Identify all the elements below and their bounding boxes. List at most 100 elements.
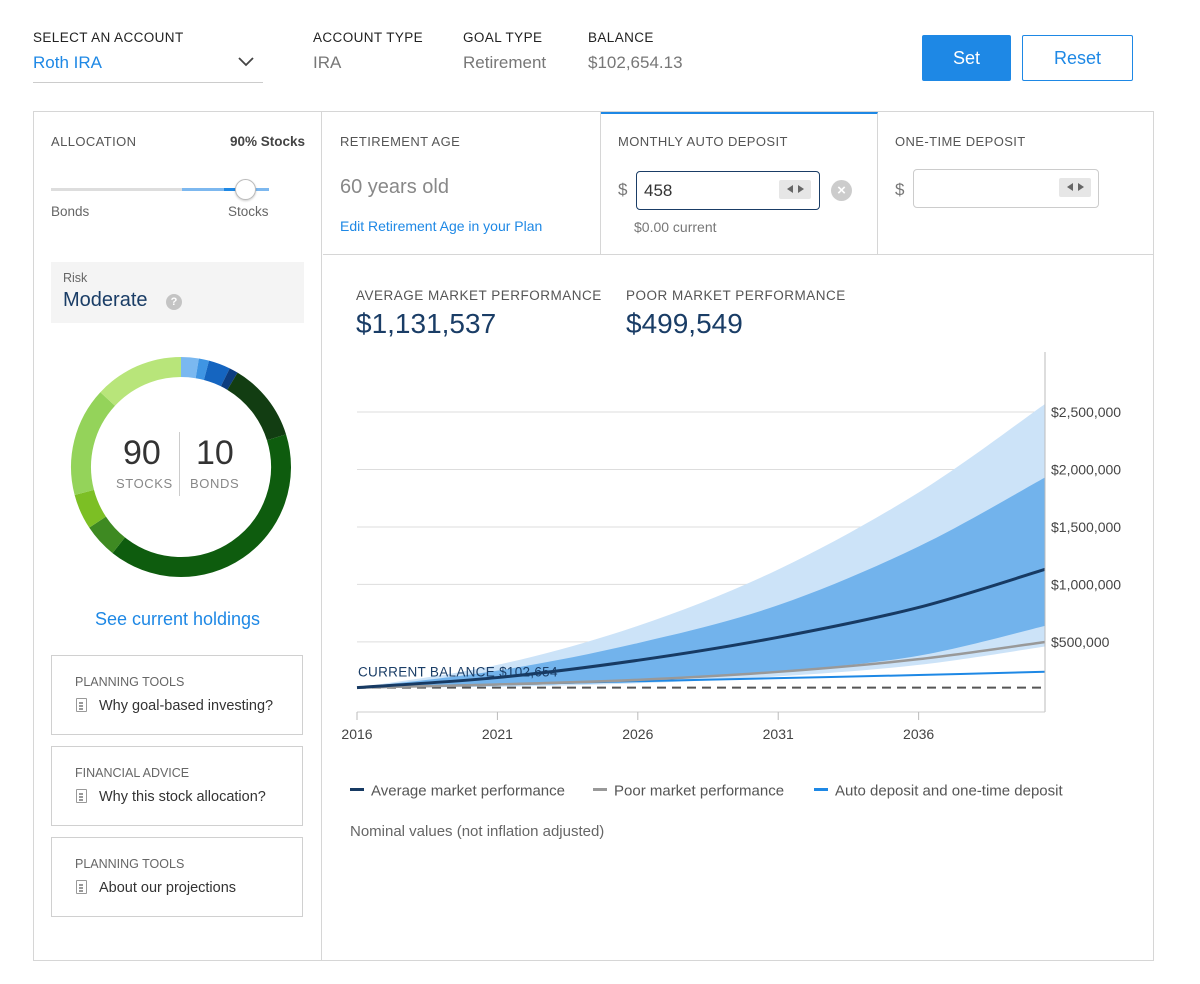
legend-item-average: Average market performance (350, 782, 565, 800)
tool-category: FINANCIAL ADVICE (75, 766, 190, 780)
tool-category: PLANNING TOOLS (75, 857, 185, 871)
series-line-0 (356, 567, 1046, 690)
donut-stocks-value: 90 (123, 434, 161, 472)
monthly-deposit-stepper[interactable] (779, 180, 811, 199)
see-current-holdings-link[interactable]: See current holdings (94, 609, 261, 629)
legend-swatch (593, 787, 607, 791)
financial-advice-card[interactable]: FINANCIAL ADVICE Why this stock allocati… (51, 746, 303, 826)
decrement-arrow-icon[interactable] (787, 185, 793, 193)
reset-button[interactable]: Reset (1022, 35, 1133, 81)
legend-item-poor: Poor market performance (593, 782, 784, 800)
decrement-arrow-icon[interactable] (1067, 183, 1073, 191)
allocation-slider-track[interactable] (51, 188, 269, 191)
legend-label: Average market performance (371, 782, 565, 800)
projections-card[interactable]: PLANNING TOOLS About our projections (51, 837, 303, 917)
currency-symbol: $ (618, 180, 628, 199)
account-type-label: ACCOUNT TYPE (313, 30, 424, 45)
risk-value: Moderate (63, 289, 148, 311)
x-tick-label: 2016 (341, 726, 372, 742)
risk-label: Risk (63, 271, 88, 285)
series-line-1 (356, 640, 1046, 689)
legend-item-deposit: Auto deposit and one-time deposit (814, 782, 1063, 800)
y-tick-label: $1,500,000 (1051, 519, 1121, 535)
donut-segment-5 (112, 434, 291, 577)
tool-title: Why this stock allocation? (99, 789, 266, 805)
average-performance-label: AVERAGE MARKET PERFORMANCE (356, 288, 602, 303)
set-button[interactable]: Set (922, 35, 1011, 81)
monthly-deposit-value: 458 (644, 181, 673, 200)
document-icon (76, 789, 87, 803)
increment-arrow-icon[interactable] (798, 185, 804, 193)
monthly-deposit-input[interactable]: 458 (636, 171, 820, 210)
x-tick-label: 2021 (482, 726, 513, 742)
legend-swatch (814, 787, 828, 791)
header: SELECT AN ACCOUNT Roth IRA ACCOUNT TYPE … (0, 0, 1200, 100)
retirement-age-value: 60 years old (340, 176, 449, 198)
document-icon (76, 698, 87, 712)
tool-title: Why goal-based investing? (99, 698, 274, 714)
chevron-down-icon (238, 57, 254, 67)
donut-segment-3 (220, 368, 238, 390)
average-performance-value: $1,131,537 (356, 308, 497, 339)
clear-icon[interactable]: × (831, 180, 852, 201)
donut-segment-4 (227, 372, 287, 441)
allocation-slider-fill-active (224, 188, 242, 191)
one-time-deposit-stepper[interactable] (1059, 178, 1091, 197)
donut-segment-7 (74, 489, 107, 528)
allocation-value: 90% Stocks (229, 134, 305, 149)
x-tick-label: 2026 (622, 726, 653, 742)
projection-chart: $500,000 $1,000,000 $1,500,000 $2,000,000 $2… (341, 352, 1121, 742)
allocation-label: ALLOCATION (51, 134, 137, 149)
one-time-deposit-cell: ONE-TIME DEPOSIT $ (878, 112, 1154, 255)
one-time-deposit-label: ONE-TIME DEPOSIT (895, 134, 1026, 149)
balance-value: $102,654.13 (588, 53, 683, 72)
tool-category: PLANNING TOOLS (75, 675, 185, 689)
balance-label: BALANCE (588, 30, 654, 45)
account-type-value: IRA (313, 53, 342, 72)
planning-tools-card[interactable]: PLANNING TOOLS Why goal-based investing? (51, 655, 303, 735)
donut-segment-9 (100, 357, 182, 407)
allocation-donut-chart (71, 357, 291, 577)
donut-segment-0 (180, 357, 199, 379)
donut-stocks-label: STOCKS (116, 476, 173, 491)
donut-divider (179, 432, 180, 496)
poor-performance-value: $499,549 (626, 308, 743, 339)
monthly-auto-deposit-label: MONTHLY AUTO DEPOSIT (618, 134, 788, 149)
allocation-slider-handle[interactable] (235, 179, 256, 200)
x-tick-label: 2036 (903, 726, 934, 742)
monthly-auto-deposit-cell: MONTHLY AUTO DEPOSIT $ 458 × $0.00 curre… (601, 112, 878, 255)
current-balance-label: CURRENT BALANCE $102,654 (358, 665, 558, 680)
retirement-age-label: RETIREMENT AGE (340, 134, 461, 149)
donut-segment-6 (89, 516, 126, 554)
legend-label: Auto deposit and one-time deposit (835, 782, 1063, 800)
currency-symbol: $ (895, 180, 905, 199)
y-tick-label: $1,000,000 (1051, 576, 1121, 592)
inner-range-band (357, 477, 1045, 688)
donut-segment-2 (203, 360, 230, 387)
donut-bonds-value: 10 (196, 434, 234, 472)
goal-type-label: GOAL TYPE (463, 30, 543, 45)
help-icon[interactable]: ? (166, 294, 182, 310)
planner-panel: ALLOCATION 90% Stocks Bonds Stocks Risk … (33, 111, 1154, 961)
y-tick-label: $500,000 (1051, 634, 1110, 650)
nominal-values-note: Nominal values (not inflation adjusted) (350, 823, 605, 840)
document-icon (76, 880, 87, 894)
increment-arrow-icon[interactable] (1078, 183, 1084, 191)
edit-retirement-age-link[interactable]: Edit Retirement Age in your Plan (340, 218, 543, 234)
account-select[interactable]: Roth IRA (33, 50, 263, 83)
legend-swatch (350, 787, 364, 791)
monthly-current-value: $0.00 current (634, 219, 717, 235)
risk-box: Risk Moderate ? (51, 262, 304, 323)
y-tick-label: $2,500,000 (1051, 404, 1121, 420)
account-select-value: Roth IRA (33, 53, 102, 72)
y-tick-label: $2,000,000 (1051, 461, 1121, 477)
one-time-deposit-input[interactable] (913, 169, 1099, 208)
donut-segment-1 (195, 358, 210, 380)
retirement-age-cell: RETIREMENT AGE 60 years old Edit Retirem… (323, 112, 601, 255)
select-account-label: SELECT AN ACCOUNT (33, 30, 184, 45)
slider-bonds-label: Bonds (51, 204, 90, 219)
donut-bonds-label: BONDS (190, 476, 240, 491)
x-tick-label: 2031 (763, 726, 794, 742)
slider-stocks-label: Stocks (228, 204, 269, 219)
legend-label: Poor market performance (614, 782, 785, 800)
